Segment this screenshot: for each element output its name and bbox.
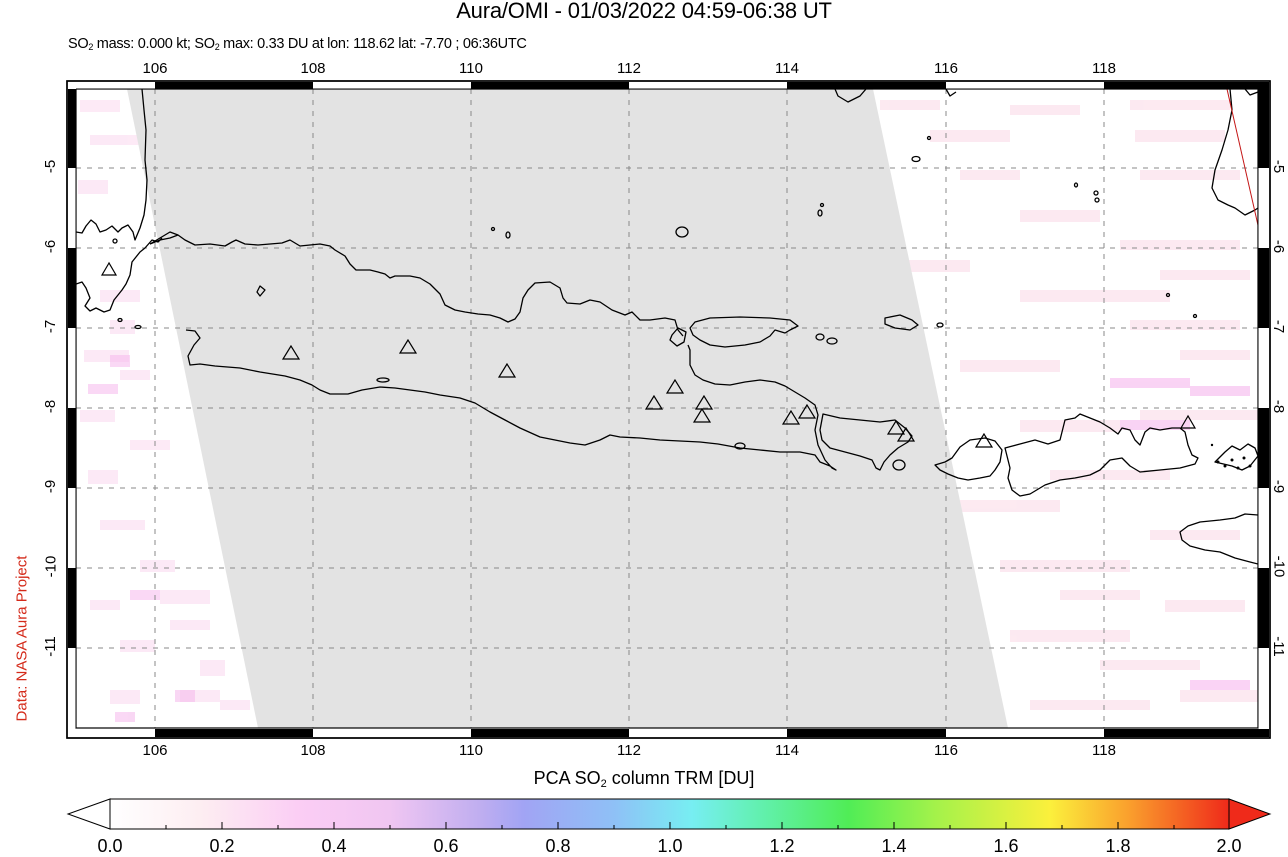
volcano-markers bbox=[100, 261, 1197, 448]
lon-tick-top: 108 bbox=[300, 60, 326, 77]
gridlines bbox=[76, 89, 1258, 728]
map-frame bbox=[66, 80, 1271, 739]
so2-pixels-right-strong bbox=[1110, 378, 1250, 690]
volcano-icon bbox=[665, 378, 685, 394]
lon-tick-top: 110 bbox=[459, 60, 483, 77]
lat-tick-left: -10 bbox=[42, 555, 60, 578]
no-data-swath bbox=[127, 89, 1008, 728]
lon-tick-top: 114 bbox=[775, 60, 799, 77]
lat-tick-right: -11 bbox=[1269, 636, 1287, 657]
colorbar-tick: 1.0 bbox=[657, 836, 683, 856]
lon-tick-top: 106 bbox=[142, 60, 168, 77]
volcano-icon bbox=[781, 409, 801, 425]
colorbar-max-arrow bbox=[1228, 798, 1272, 830]
lon-tick-top: 112 bbox=[617, 60, 641, 77]
lat-tick-left: -6 bbox=[42, 239, 60, 254]
volcano-icon bbox=[398, 338, 418, 354]
coast-sulawesi bbox=[1211, 89, 1258, 216]
lon-tick-bottom: 118 bbox=[1092, 742, 1116, 759]
colorbar-min-arrow bbox=[66, 798, 111, 830]
lat-tick-left: -5 bbox=[42, 159, 60, 174]
coast-sumatra bbox=[76, 89, 148, 241]
coastlines bbox=[76, 89, 1258, 565]
colorbar-tick: 0.2 bbox=[209, 836, 235, 856]
lat-tick-right: -9 bbox=[1270, 479, 1288, 494]
colorbar bbox=[66, 798, 1272, 830]
lat-tick-right: -6 bbox=[1270, 239, 1288, 254]
coast-madura bbox=[689, 316, 799, 348]
so2-data-layer bbox=[76, 89, 1258, 728]
lat-tick-right: -7 bbox=[1270, 319, 1288, 334]
coast-java-north bbox=[149, 234, 684, 337]
volcano-icon bbox=[974, 432, 994, 448]
colorbar-tick: 0.8 bbox=[545, 836, 571, 856]
coast-java-south bbox=[185, 329, 837, 471]
lat-tick-left: -7 bbox=[42, 319, 60, 334]
colorbar-title: PCA SO2 column TRM [DU] bbox=[533, 768, 755, 790]
coast-islets bbox=[1210, 443, 1252, 470]
lat-tick-left: -11 bbox=[41, 636, 59, 657]
so2-pixels-right bbox=[880, 100, 1258, 710]
colorbar-tick: 0.6 bbox=[433, 836, 459, 856]
volcano-icon bbox=[694, 394, 714, 410]
volcano-icon bbox=[886, 419, 906, 435]
volcano-icon bbox=[692, 407, 712, 423]
lon-tick-bottom: 108 bbox=[300, 742, 326, 759]
volcano-icon bbox=[896, 426, 916, 442]
map-title: Aura/OMI - 01/03/2022 04:59-06:38 UT bbox=[456, 0, 832, 23]
lat-tick-right: -8 bbox=[1270, 399, 1288, 414]
lat-tick-left: -8 bbox=[42, 399, 60, 414]
coast-lombok bbox=[934, 437, 1003, 481]
lon-tick-top: 118 bbox=[1092, 60, 1116, 77]
lat-tick-right: -10 bbox=[1270, 555, 1288, 578]
colorbar-tick: 1.4 bbox=[881, 836, 907, 856]
colorbar-tick: 1.8 bbox=[1105, 836, 1131, 856]
colorbar-tick: 0.4 bbox=[321, 836, 347, 856]
colorbar-tick: 0.0 bbox=[97, 836, 123, 856]
coast-bali bbox=[819, 413, 913, 471]
coast-sumbawa bbox=[1004, 413, 1199, 497]
lat-tick-right: -5 bbox=[1270, 159, 1288, 174]
volcano-icon bbox=[497, 362, 517, 378]
lon-tick-bottom: 116 bbox=[934, 742, 958, 759]
colorbar-tick: 1.6 bbox=[993, 836, 1019, 856]
map-subtitle: SO2 mass: 0.000 kt; SO2 max: 0.33 DU at … bbox=[68, 36, 527, 52]
lon-tick-bottom: 106 bbox=[142, 742, 168, 759]
colorbar-tick: 2.0 bbox=[1216, 836, 1242, 856]
so2-pixels-left bbox=[78, 100, 250, 710]
coast-borneo bbox=[834, 89, 867, 103]
orbit-edge-line bbox=[1226, 89, 1258, 228]
lat-tick-left: -9 bbox=[42, 479, 60, 494]
lon-tick-bottom: 110 bbox=[459, 742, 483, 759]
lon-tick-bottom: 112 bbox=[617, 742, 641, 759]
volcano-icon bbox=[281, 344, 301, 360]
lon-tick-top: 116 bbox=[934, 60, 958, 77]
volcano-icon bbox=[1179, 414, 1197, 429]
so2-pixels-left-strong bbox=[88, 355, 195, 722]
lon-tick-bottom: 114 bbox=[775, 742, 799, 759]
coast-sumba bbox=[1179, 513, 1258, 565]
colorbar-tick: 1.2 bbox=[769, 836, 795, 856]
volcano-icon bbox=[644, 394, 664, 410]
volcano-icon bbox=[100, 261, 118, 276]
volcano-icon bbox=[797, 403, 817, 419]
